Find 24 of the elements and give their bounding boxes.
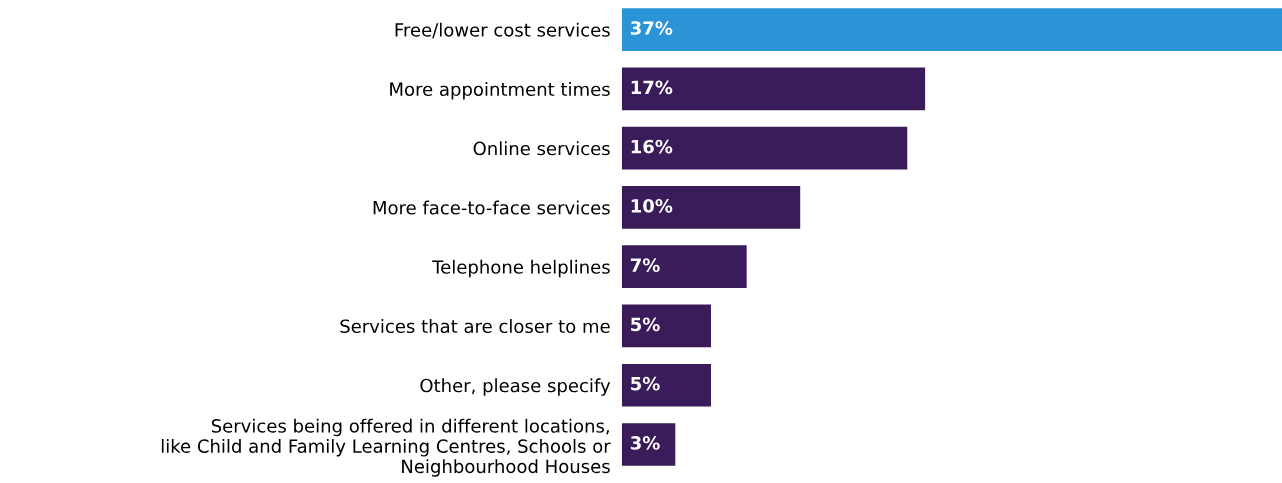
data-label: 7% <box>630 258 660 272</box>
bar <box>621 304 711 348</box>
y-tick-label: Other, please specify <box>420 378 611 396</box>
y-tick-label: Online services <box>473 141 610 156</box>
bar <box>621 67 926 111</box>
bar <box>621 8 1282 51</box>
bar <box>621 126 908 170</box>
bar <box>621 245 747 289</box>
y-tick-label: More face-to-face services <box>373 200 610 215</box>
data-label: 5% <box>631 317 660 332</box>
y-tick-label: Services being offered in different locations, like Child and Family Learning Centres, Schools or Neighbourhood Houses <box>161 418 611 477</box>
y-tick-label: Telephone helplines <box>432 259 610 278</box>
data-label: 17% <box>631 80 673 95</box>
data-label: 16% <box>631 139 673 154</box>
bar <box>621 423 676 466</box>
y-tick-label: Free/lower cost services <box>395 22 610 39</box>
y-tick-label: More appointment times <box>390 82 610 100</box>
bar <box>621 186 801 229</box>
data-label: 3% <box>630 436 660 450</box>
data-label: 37% <box>630 21 673 35</box>
data-label: 10% <box>631 199 673 213</box>
bar <box>621 363 711 407</box>
data-label: 5% <box>631 376 660 391</box>
y-tick-label: Services that are closer to me <box>340 319 610 334</box>
